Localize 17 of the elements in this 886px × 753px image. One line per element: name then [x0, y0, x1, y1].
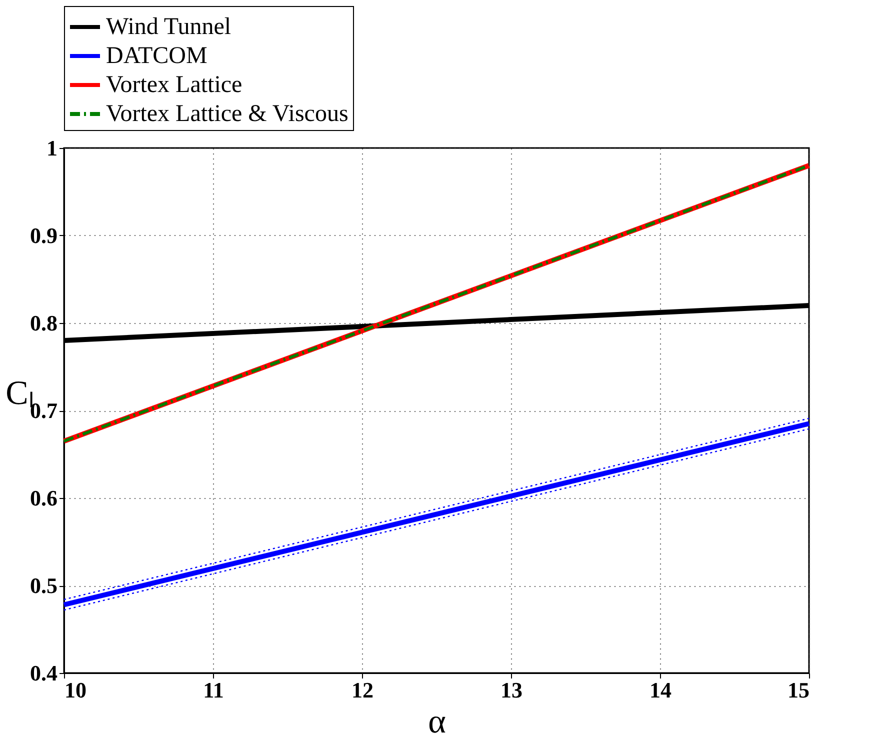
- legend-label: Vortex Lattice & Viscous: [106, 101, 348, 127]
- x-tick-label: 11: [203, 678, 224, 702]
- y-tick-label: 1: [46, 136, 58, 160]
- x-axis-title: α: [428, 704, 446, 740]
- y-tick-label: 0.6: [30, 486, 58, 510]
- x-tick-label: 14: [650, 678, 672, 702]
- x-tick-label: 13: [500, 678, 522, 702]
- y-tick-label: 0.9: [30, 223, 58, 248]
- x-tick-label: 15: [788, 678, 810, 702]
- legend-label: Vortex Lattice: [106, 72, 242, 98]
- x-tick-label: 10: [64, 678, 86, 702]
- y-tick-label: 0.4: [30, 660, 58, 686]
- y-tick-label: 0.8: [30, 310, 58, 336]
- legend-label: Wind Tunnel: [106, 14, 232, 40]
- x-tick-label: 12: [352, 678, 374, 702]
- legend-label: DATCOM: [106, 43, 208, 69]
- y-tick-label: 0.5: [30, 573, 58, 598]
